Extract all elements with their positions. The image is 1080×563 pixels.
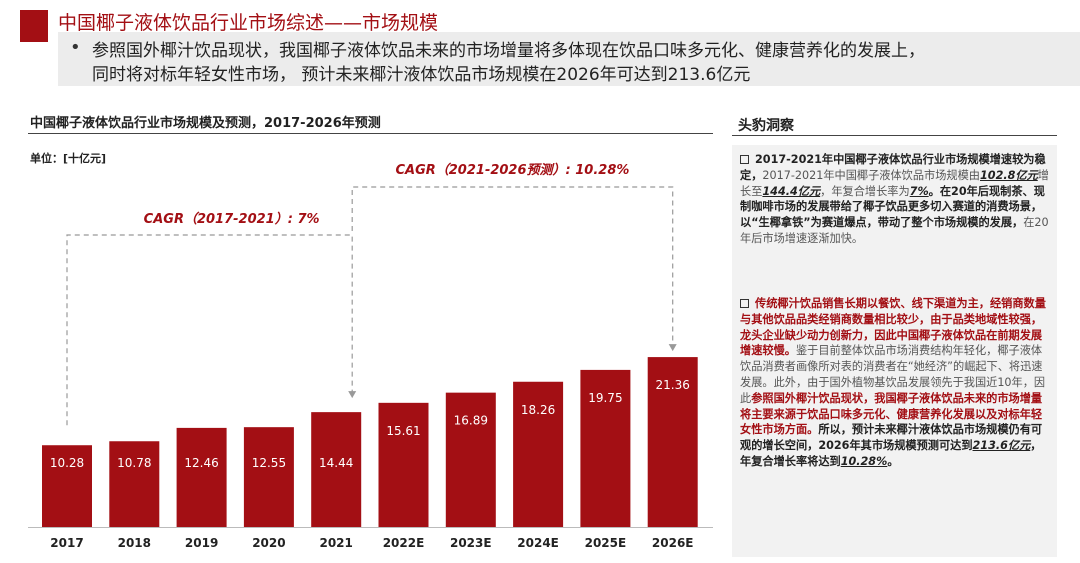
insight-text-segment: 2017-2021年中国椰子液体饮品行业市场规模增速较为稳定， (740, 153, 1046, 182)
x-tick-2017: 2017 (50, 536, 83, 550)
bar-2018 (109, 441, 160, 527)
data-label-2018: 10.78 (117, 456, 151, 470)
insight-text-segment: 。在20年后现制茶、现制咖啡市场的发展带给了椰子饮品更多切入赛道的消费场景，以“… (740, 184, 1045, 230)
insight-text-segment: 所以，预计未来椰汁液体饮品市场规模仍有可观的增长空间，2026年其市场规模预测可… (740, 423, 1043, 453)
insight-text-segment: ，年复合增长率为 (820, 184, 910, 198)
insight-paragraph-2: 传统椰汁饮品销售长期以餐饮、线下渠道为主，经销商数量与其他饮品品类经销商数量相比… (740, 296, 1052, 470)
cagr-label-2: CAGR（2021-2026预测）: 10.28% (395, 162, 629, 178)
cagr-arrow-1 (348, 391, 357, 399)
bar-2026E (647, 357, 698, 527)
chart-title-divider (28, 133, 713, 134)
data-label-2019: 12.46 (184, 456, 218, 470)
x-tick-2020: 2020 (252, 536, 285, 550)
data-label-2026E: 21.36 (656, 378, 690, 392)
data-label-2020: 12.55 (252, 456, 286, 470)
data-label-2023E: 16.89 (454, 414, 488, 428)
insight-panel (732, 145, 1057, 557)
cagr-arrow-2 (668, 344, 677, 352)
data-label-2021: 14.44 (319, 456, 353, 470)
insight-text-segment: 10.28% (840, 454, 888, 468)
header-accent-block (20, 10, 48, 42)
insight-text-segment: 鉴于目前整体饮品市场消费结构年轻化，椰子液体饮品消费者画像所对表的消费者在“她经… (740, 344, 1046, 405)
bar-2019 (176, 427, 227, 527)
insight-paragraph-1: 2017-2021年中国椰子液体饮品行业市场规模增速较为稳定，2017-2021… (740, 152, 1052, 247)
insight-text-segment: 144.4亿元 (762, 184, 821, 198)
x-tick-2026E: 2026E (652, 536, 694, 550)
insight-text-segment: 参照国外椰汁饮品现状，我国椰子液体饮品未来的市场增量将主要来源于饮品口味多元化、… (740, 391, 1043, 437)
bar-2020 (243, 427, 294, 527)
insight-text-segment: 在20年后市场增速逐渐加快。 (740, 216, 1049, 245)
bar-2022E (378, 402, 429, 527)
chart-title: 中国椰子液体饮品行业市场规模及预测，2017-2026年预测 (30, 116, 381, 131)
x-tick-2021: 2021 (319, 536, 352, 550)
bar-2017 (42, 445, 92, 527)
bar-2025E (580, 369, 631, 527)
insight-text-segment: 2017-2021年中国椰子液体饮品市场规模由 (762, 168, 980, 182)
x-tick-2018: 2018 (118, 536, 151, 550)
summary-line-2: 同时将对标年轻女性市场， 预计未来椰汁液体饮品市场规模在2026年可达到213.… (92, 65, 751, 85)
page-title: 中国椰子液体饮品行业市场综述——市场规模 (58, 12, 439, 34)
bar-2023E (445, 392, 496, 527)
x-tick-2024E: 2024E (517, 536, 559, 550)
summary-band (58, 32, 1080, 86)
unit-label: 单位：[十亿元] (30, 152, 107, 165)
insight-title: 头豹洞察 (738, 118, 794, 134)
cagr-bracket-2 (351, 186, 674, 344)
data-label-2017: 10.28 (50, 456, 84, 470)
cagr-bracket-1 (66, 234, 353, 426)
bar-2024E (513, 381, 564, 527)
insight-text-segment: 。 (887, 454, 899, 468)
insight-text-segment: ，年复合增长率将达到 (740, 439, 1042, 468)
x-tick-2022E: 2022E (383, 536, 425, 550)
x-tick-2023E: 2023E (450, 536, 492, 550)
cagr-label-1: CAGR（2017-2021）: 7% (144, 211, 320, 227)
x-tick-2025E: 2025E (585, 536, 627, 550)
bullet-icon: • (70, 37, 81, 58)
bar-chart: 10.28 2017 10.78 2018 12.46 2019 12.55 2020 14.4… (28, 162, 713, 550)
insight-text-segment: 7% (909, 184, 929, 198)
summary-line-1: 参照国外椰汁饮品现状，我国椰子液体饮品未来的市场增量将多体现在饮品口味多元化、健… (92, 41, 925, 61)
insight-text-segment: 传统椰汁饮品销售长期以餐饮、线下渠道为主，经销商数量与其他饮品品类经销商数量相比… (740, 297, 1046, 358)
data-label-2025E: 19.75 (588, 391, 622, 405)
x-tick-2019: 2019 (185, 536, 218, 550)
checkbox-bullet-icon (740, 155, 749, 164)
insight-divider (732, 135, 1057, 136)
checkbox-bullet-icon (740, 299, 749, 308)
bar-2021 (311, 412, 362, 527)
data-label-2022E: 15.61 (386, 424, 420, 438)
insight-text-segment: 213.6亿元 (972, 439, 1031, 453)
insight-text-segment: 增长至 (740, 168, 1049, 198)
data-label-2024E: 18.26 (521, 403, 555, 417)
insight-text-segment: 102.8亿元 (980, 168, 1038, 182)
